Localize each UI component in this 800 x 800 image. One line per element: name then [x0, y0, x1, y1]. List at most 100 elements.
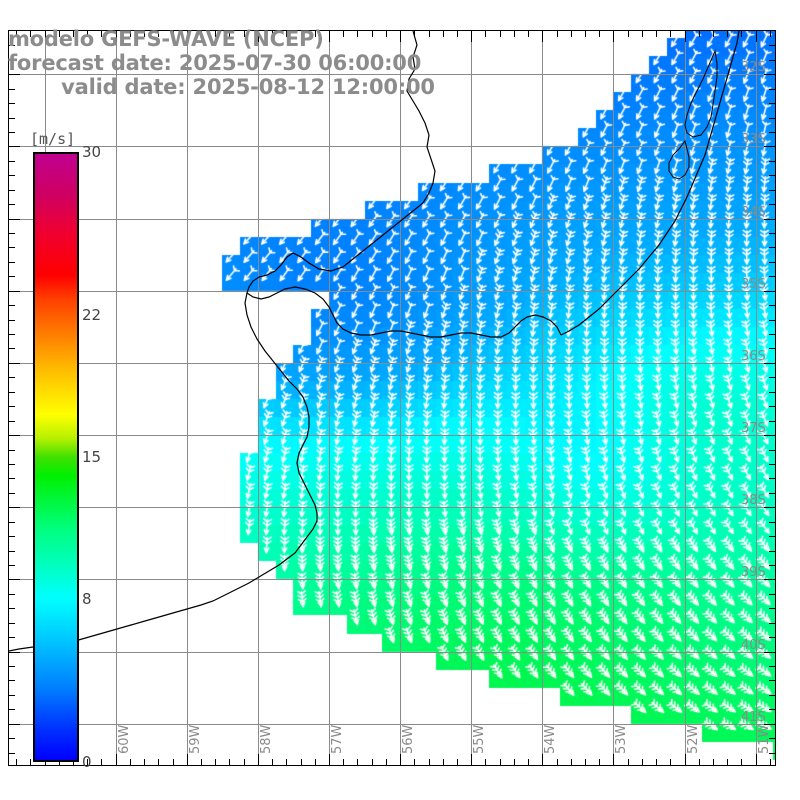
xtick-top — [144, 31, 145, 37]
lat-tick-label-38S: 38S — [741, 493, 766, 509]
xtick-top — [429, 31, 430, 37]
lon-tick-label-57W: 57W — [330, 724, 345, 754]
ytick-right — [769, 493, 775, 494]
ytick-right — [764, 219, 775, 220]
xtick-bottom — [699, 759, 700, 765]
xtick-top — [528, 31, 529, 37]
wind-speed-field — [9, 31, 775, 765]
ytick-right — [769, 60, 775, 61]
map-plot-area[interactable]: 32S 33S 34S 35S 36S 37S 38S 39S 40S 41S — [8, 30, 776, 766]
ytick-left — [9, 695, 15, 696]
ytick-left — [9, 666, 15, 667]
gridline-lon-58W — [258, 31, 259, 765]
xtick-top — [372, 31, 373, 37]
xtick-top — [229, 31, 230, 37]
xtick-top — [571, 31, 572, 37]
ytick-right — [764, 146, 775, 147]
xtick-bottom — [16, 759, 17, 765]
colorbar-unit-label: [m/s] — [30, 130, 76, 148]
lat-tick-label-32S: 32S — [741, 60, 766, 76]
ytick-right — [769, 421, 775, 422]
xtick-top — [599, 31, 600, 37]
colorbar-legend[interactable] — [33, 152, 79, 762]
ytick-right — [769, 406, 775, 407]
lon-tick-label-54W: 54W — [543, 724, 559, 754]
ytick-right — [769, 204, 775, 205]
xtick-top — [727, 31, 728, 37]
gridline-lon-51W — [756, 31, 757, 765]
xtick-top — [301, 31, 302, 37]
xtick-top — [713, 31, 714, 37]
xtick-bottom — [272, 759, 273, 765]
ytick-left — [9, 89, 15, 90]
gridline-lon-52W — [685, 31, 686, 765]
xtick-bottom — [173, 759, 174, 765]
ytick-left — [9, 132, 15, 133]
xtick-top — [457, 31, 458, 37]
gridline-lat-34S — [9, 219, 775, 220]
xtick-top — [699, 31, 700, 37]
ytick-right — [769, 305, 775, 306]
xtick-bottom — [343, 759, 344, 765]
lat-tick-label-41S: 41S — [741, 709, 766, 725]
lon-tick-label-52W: 52W — [685, 724, 701, 754]
xtick-bottom — [386, 759, 387, 765]
ytick-left — [9, 45, 15, 46]
xtick-bottom — [116, 754, 117, 765]
ytick-right — [764, 435, 775, 436]
xtick-top — [770, 31, 771, 37]
xtick-bottom — [258, 754, 259, 765]
ytick-right — [769, 320, 775, 321]
ytick-left — [9, 291, 20, 292]
ytick-left — [9, 348, 15, 349]
xtick-top — [329, 31, 330, 42]
ytick-left — [9, 103, 15, 104]
lon-tick-label-60W: 60W — [116, 724, 132, 754]
ytick-right — [769, 276, 775, 277]
xtick-top — [101, 31, 102, 37]
gridline-lon-55W — [471, 31, 472, 765]
lon-tick-label-59W: 59W — [187, 724, 203, 754]
xtick-top — [272, 31, 273, 37]
ytick-left — [9, 680, 15, 681]
ytick-left — [9, 247, 15, 248]
ytick-left — [9, 392, 15, 393]
gridline-lat-39S — [9, 579, 775, 580]
xtick-bottom — [741, 759, 742, 765]
ytick-left — [9, 623, 15, 624]
gridline-lat-41S — [9, 724, 775, 725]
ytick-right — [769, 536, 775, 537]
xtick-bottom — [713, 759, 714, 765]
lon-tick-label-56W: 56W — [401, 724, 417, 754]
xtick-bottom — [471, 754, 472, 765]
ytick-left — [9, 551, 15, 552]
ytick-left — [9, 608, 15, 609]
ytick-right — [764, 507, 775, 508]
xtick-top — [357, 31, 358, 37]
ytick-left — [9, 74, 20, 75]
ytick-left — [9, 334, 15, 335]
ytick-left — [9, 536, 15, 537]
xtick-top — [585, 31, 586, 37]
ytick-right — [769, 464, 775, 465]
xtick-top — [215, 31, 216, 37]
xtick-top — [613, 31, 614, 42]
xtick-top — [557, 31, 558, 37]
ytick-right — [769, 392, 775, 393]
lon-tick-label-58W: 58W — [258, 724, 274, 754]
xtick-bottom — [144, 759, 145, 765]
xtick-bottom — [329, 754, 330, 765]
xtick-bottom — [429, 759, 430, 765]
ytick-right — [769, 175, 775, 176]
colorbar-tick-15: 15 — [82, 448, 102, 466]
xtick-bottom — [301, 759, 302, 765]
ytick-left — [9, 276, 15, 277]
xtick-bottom — [628, 759, 629, 765]
ytick-right — [769, 132, 775, 133]
xtick-bottom — [585, 759, 586, 765]
xtick-top — [642, 31, 643, 37]
ytick-left — [9, 262, 15, 263]
ytick-left — [9, 146, 20, 147]
ytick-left — [9, 305, 15, 306]
